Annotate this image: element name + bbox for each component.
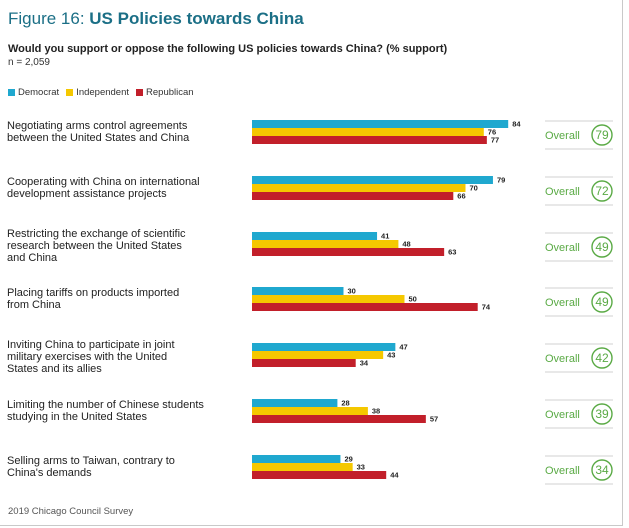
category-label: development assistance projects (7, 188, 167, 200)
overall-value: 72 (595, 184, 609, 198)
bar-republican (252, 415, 426, 423)
category-label: States and its allies (7, 363, 102, 375)
figure-main-title: US Policies towards China (89, 9, 304, 28)
bar-independent (252, 407, 368, 415)
data-label-democrat: 79 (497, 176, 505, 185)
sample-size: n = 2,059 (8, 57, 50, 68)
source-note: 2019 Chicago Council Survey (8, 506, 134, 517)
overall-circle (591, 236, 613, 258)
bar-democrat (252, 232, 378, 240)
category-label: Selling arms to Taiwan, contrary to (7, 455, 175, 467)
bar-independent (252, 184, 466, 192)
data-label-independent: 38 (372, 407, 380, 416)
bar-republican (252, 303, 478, 311)
data-label-republican: 66 (457, 192, 465, 201)
legend-label-republican: Republican (146, 86, 194, 98)
data-label-independent: 50 (409, 295, 417, 304)
category-label: Placing tariffs on products imported (7, 287, 179, 299)
bar-republican (252, 192, 454, 200)
overall-label: Overall (545, 297, 580, 309)
overall-label: Overall (545, 186, 580, 198)
data-label-republican: 63 (448, 248, 456, 257)
overall-value: 34 (595, 463, 609, 477)
overall-value: 49 (595, 295, 609, 309)
category-label: military exercises with the United (7, 351, 167, 363)
category-label: studying in the United States (7, 411, 148, 423)
data-label-democrat: 28 (341, 399, 349, 408)
bar-democrat (252, 399, 338, 407)
bar-independent (252, 463, 353, 471)
overall-circle (591, 291, 613, 313)
legend-label-democrat: Democrat (18, 86, 60, 98)
data-label-democrat: 47 (399, 343, 407, 352)
category-label: Limiting the number of Chinese students (7, 399, 204, 411)
data-label-independent: 33 (357, 463, 365, 472)
overall-label: Overall (545, 353, 580, 365)
data-label-republican: 77 (491, 136, 499, 145)
data-label-democrat: 29 (344, 455, 352, 464)
bar-democrat (252, 120, 509, 128)
data-label-republican: 44 (390, 471, 399, 480)
legend-item-democrat: Democrat (8, 87, 59, 98)
overall-circle (591, 180, 613, 202)
category-label: Restricting the exchange of scientific (7, 228, 186, 240)
data-label-republican: 34 (360, 359, 369, 368)
overall-label: Overall (545, 130, 580, 142)
overall-value: 42 (595, 351, 609, 365)
bar-independent (252, 351, 384, 359)
overall-circle (591, 459, 613, 481)
category-label: Cooperating with China on international (7, 176, 200, 188)
bar-democrat (252, 455, 341, 463)
category-label: from China (7, 299, 62, 311)
overall-circle (591, 124, 613, 146)
figure-title: Figure 16: US Policies towards China (8, 9, 304, 29)
bar-republican (252, 471, 387, 479)
overall-label: Overall (545, 465, 580, 477)
overall-value: 79 (595, 128, 609, 142)
bar-democrat (252, 176, 493, 184)
legend-item-republican: Republican (136, 87, 194, 98)
overall-label: Overall (545, 242, 580, 254)
bar-democrat (252, 287, 344, 295)
legend-swatch-democrat (8, 88, 15, 96)
legend-swatch-republican (136, 88, 144, 96)
category-label: and China (7, 252, 58, 264)
bar-independent (252, 240, 399, 248)
legend-swatch-independent (66, 88, 74, 96)
bar-independent (252, 295, 405, 303)
category-label: China's demands (7, 467, 92, 479)
data-label-independent: 76 (488, 128, 496, 137)
data-label-democrat: 41 (381, 232, 389, 241)
overall-label: Overall (545, 409, 580, 421)
bar-republican (252, 136, 487, 144)
figure-number: Figure 16: (8, 9, 85, 28)
category-label: between the United States and China (7, 132, 190, 144)
bar-independent (252, 128, 484, 136)
chart-legend: Democrat Independent Republican (8, 86, 201, 98)
overall-circle (591, 403, 613, 425)
overall-value: 49 (595, 240, 609, 254)
legend-item-independent: Independent (66, 87, 129, 98)
data-label-republican: 74 (482, 303, 491, 312)
data-label-independent: 43 (387, 351, 395, 360)
data-label-independent: 48 (402, 240, 410, 249)
data-label-republican: 57 (430, 415, 438, 424)
overall-value: 39 (595, 407, 609, 421)
overall-circle (591, 347, 613, 369)
data-label-democrat: 30 (348, 287, 356, 296)
bar-republican (252, 359, 356, 367)
data-label-independent: 70 (470, 184, 478, 193)
legend-label-independent: Independent (76, 86, 130, 98)
survey-question: Would you support or oppose the followin… (8, 43, 448, 55)
bar-democrat (252, 343, 396, 351)
category-label: Negotiating arms control agreements (7, 120, 188, 132)
data-label-democrat: 84 (512, 120, 521, 129)
category-label: research between the United States (7, 240, 182, 252)
bar-republican (252, 248, 445, 256)
category-label: Inviting China to participate in joint (7, 339, 175, 351)
